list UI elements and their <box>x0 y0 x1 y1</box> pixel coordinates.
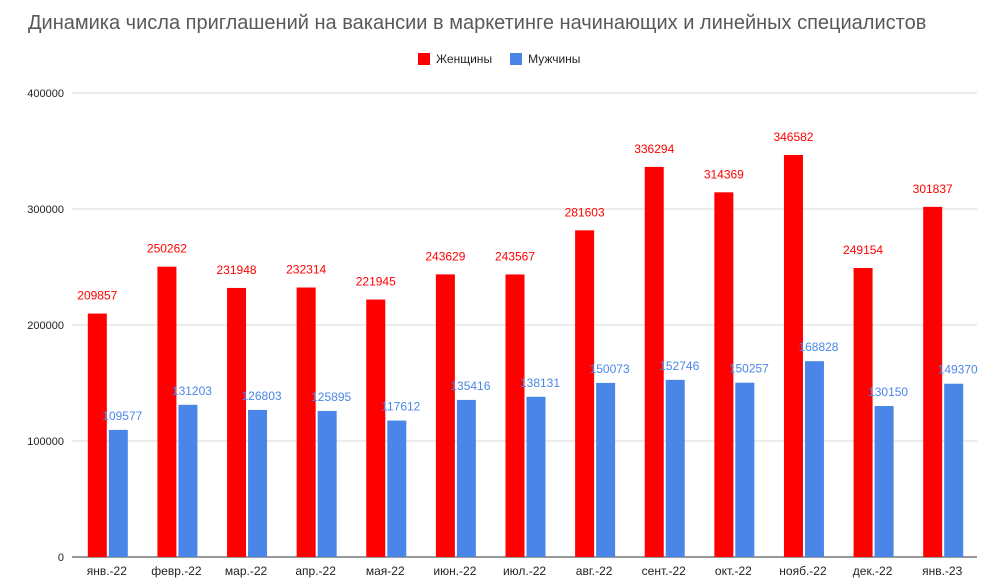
data-label-men: 135416 <box>450 379 490 393</box>
bar-men <box>456 399 476 557</box>
data-label-men: 131203 <box>172 384 212 398</box>
legend-item-men: Мужчины <box>510 52 580 66</box>
data-label-men: 150073 <box>590 362 630 376</box>
y-tick-label: 100000 <box>27 436 64 448</box>
y-tick-label: 400000 <box>27 88 64 100</box>
data-label-women: 250262 <box>147 242 187 256</box>
bar-men <box>735 382 755 557</box>
legend: Женщины Мужчины <box>418 52 580 66</box>
bar-women <box>366 299 386 557</box>
data-label-women: 243629 <box>425 249 465 263</box>
bar-women <box>853 267 873 557</box>
chart-title: Динамика числа приглашений на вакансии в… <box>28 12 927 34</box>
bar-men <box>596 382 616 557</box>
data-label-men: 150257 <box>729 362 769 376</box>
data-label-men: 109577 <box>102 409 142 423</box>
data-label-men: 125895 <box>311 390 351 404</box>
legend-label-women: Женщины <box>436 52 493 66</box>
x-tick-label: мар.-22 <box>225 564 268 578</box>
x-tick-label: июн.-22 <box>433 564 476 578</box>
x-tick-label: апр.-22 <box>295 564 336 578</box>
bar-men <box>178 404 198 557</box>
bar-women <box>157 266 177 557</box>
bar-men <box>804 361 824 557</box>
x-tick-label: февр.-22 <box>151 564 202 578</box>
data-label-women: 231948 <box>217 263 257 277</box>
data-label-women: 281603 <box>565 205 605 219</box>
bar-men <box>387 420 407 557</box>
data-label-women: 221945 <box>356 275 396 289</box>
x-tick-label: авг.-22 <box>576 564 613 578</box>
legend-swatch-men <box>510 53 523 65</box>
bar-women <box>227 287 247 557</box>
data-label-men: 168828 <box>798 340 838 354</box>
x-tick-label: мая-22 <box>366 564 405 578</box>
data-label-women: 232314 <box>286 263 326 277</box>
x-tick-label: нояб.-22 <box>779 564 827 578</box>
bar-women <box>923 206 943 557</box>
data-label-women: 209857 <box>77 289 117 303</box>
data-label-men: 152746 <box>659 359 699 373</box>
x-tick-label: янв.-23 <box>922 564 963 578</box>
y-tick-label: 200000 <box>27 320 64 332</box>
data-label-men: 138131 <box>520 376 560 390</box>
x-tick-label: янв.-22 <box>87 564 128 578</box>
bar-women <box>87 313 107 557</box>
data-label-men: 130150 <box>868 385 908 399</box>
legend-swatch-women <box>418 53 430 65</box>
bar-men <box>944 383 964 557</box>
data-label-men: 126803 <box>242 389 282 403</box>
bar-men <box>248 409 268 557</box>
bar-men <box>108 429 128 557</box>
bar-women <box>714 192 734 557</box>
data-label-men: 149370 <box>938 363 978 377</box>
data-label-men: 117612 <box>381 400 420 414</box>
data-label-women: 336294 <box>634 142 674 156</box>
bar-men <box>526 396 546 557</box>
legend-item-women: Женщины <box>418 52 492 66</box>
bar-women <box>575 230 595 557</box>
bar-women <box>783 154 803 557</box>
bar-women <box>644 166 664 557</box>
data-label-women: 314369 <box>704 167 744 181</box>
bar-men <box>317 410 337 557</box>
bar-men <box>874 406 894 557</box>
x-tick-label: окт.-22 <box>715 564 752 578</box>
bar-women <box>435 274 455 557</box>
x-tick-label: июл.-22 <box>503 564 546 578</box>
data-label-women: 346582 <box>773 130 813 144</box>
bar-women <box>505 274 525 557</box>
y-tick-label: 0 <box>58 552 64 564</box>
x-tick-label: сент.-22 <box>642 564 686 578</box>
bar-men <box>665 379 685 557</box>
data-label-women: 243567 <box>495 249 535 263</box>
x-tick-label: дек.-22 <box>853 564 893 578</box>
legend-label-men: Мужчины <box>528 52 581 66</box>
bar-women <box>296 287 316 557</box>
data-label-women: 249154 <box>843 243 883 257</box>
data-label-women: 301837 <box>913 182 953 196</box>
y-tick-label: 300000 <box>27 204 64 216</box>
